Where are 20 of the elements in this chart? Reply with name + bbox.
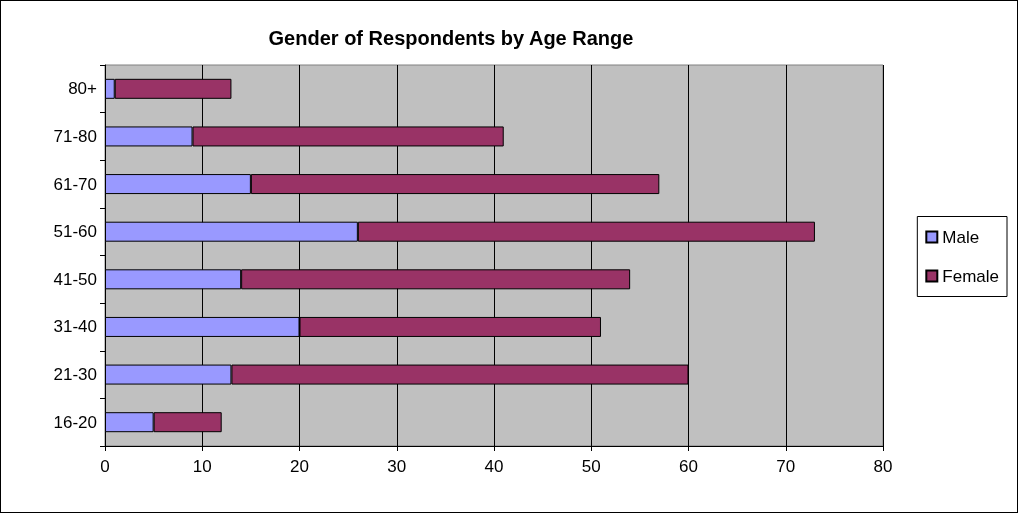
x-tick-label: 10 [192, 457, 212, 476]
legend-label: Male [942, 227, 980, 247]
x-tick-label: 30 [387, 457, 407, 476]
y-tick-label: 61-70 [53, 174, 97, 194]
x-tick-label: 60 [679, 457, 698, 476]
x-tick-label: 0 [100, 457, 110, 476]
y-tick-label: 71-80 [53, 126, 97, 146]
y-tick-label: 80+ [68, 79, 98, 99]
y-tick-label: 41-50 [53, 269, 97, 289]
x-tick-label: 50 [581, 457, 601, 476]
x-tick-label: 80 [873, 457, 893, 476]
x-tick-label: 40 [484, 457, 504, 476]
chart-title: Gender of Respondents by Age Range [268, 27, 634, 49]
x-tick-label: 70 [776, 457, 796, 476]
y-tick-label: 21-30 [53, 365, 97, 385]
y-tick-label: 31-40 [53, 317, 97, 337]
x-tick-label: 20 [290, 457, 309, 476]
y-tick-label: 51-60 [53, 222, 97, 242]
legend-label: Female [942, 266, 999, 286]
y-tick-label: 16-20 [53, 412, 97, 432]
